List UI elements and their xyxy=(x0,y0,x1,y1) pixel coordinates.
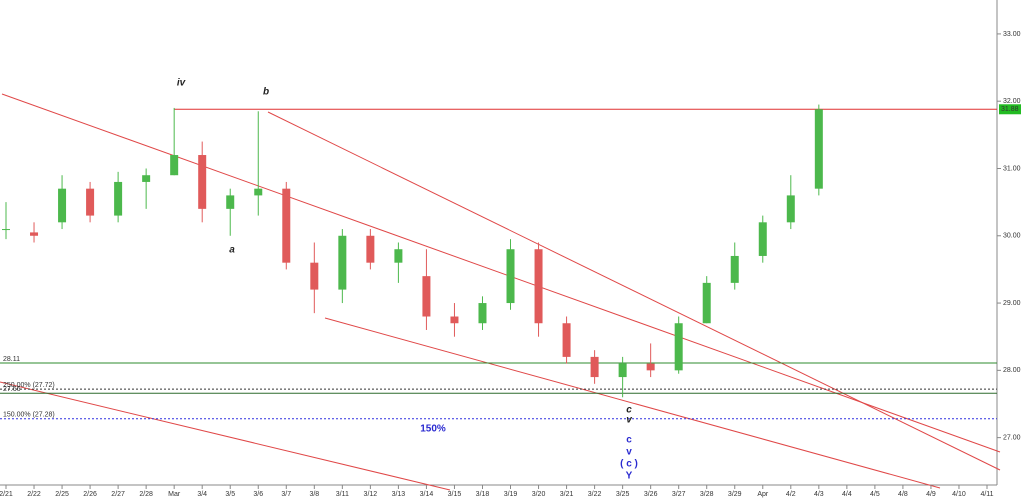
candle-body xyxy=(30,232,39,236)
x-tick-label: 2/25 xyxy=(55,491,69,498)
x-tick-label: 3/27 xyxy=(672,491,686,498)
x-tick-label: 3/22 xyxy=(588,491,602,498)
annotation: ( c ) xyxy=(620,459,638,470)
annotation: v xyxy=(626,415,633,426)
x-tick-label: 3/15 xyxy=(448,491,462,498)
x-tick-label: 2/22 xyxy=(27,491,41,498)
candle-body xyxy=(394,249,403,263)
x-tick-label: 4/5 xyxy=(870,491,880,498)
level-label: 28.11 xyxy=(3,356,20,363)
x-tick-label: 3/8 xyxy=(309,491,319,498)
candle-body xyxy=(618,363,627,378)
x-tick-label: 4/11 xyxy=(980,491,993,498)
candle-body xyxy=(674,323,683,371)
candle-body xyxy=(450,316,459,324)
x-tick-label: 3/14 xyxy=(420,491,434,498)
annotation: b xyxy=(263,87,269,98)
x-tick-label: 2/28 xyxy=(139,491,153,498)
candle-body xyxy=(2,229,10,231)
y-tick-label: 30.00 xyxy=(1003,233,1021,240)
y-tick-label: 27.00 xyxy=(1003,434,1021,441)
x-tick-label: 3/6 xyxy=(253,491,263,498)
x-tick-label: 3/21 xyxy=(560,491,574,498)
annotation: a xyxy=(229,245,235,256)
trend-line xyxy=(267,111,1001,471)
candle-body xyxy=(534,249,543,324)
level-label: 150.00% (27.28) xyxy=(3,412,55,419)
x-tick-label: Apr xyxy=(757,491,769,498)
x-tick-label: 3/4 xyxy=(197,491,207,498)
annotation: 150% xyxy=(420,424,446,435)
x-tick-label: Mar xyxy=(168,491,181,498)
last-price-label: 31.88 xyxy=(1001,106,1019,113)
x-tick-label: 3/12 xyxy=(364,491,378,498)
candle-body xyxy=(786,195,795,223)
candle-body xyxy=(366,235,375,263)
x-tick-label: 2/26 xyxy=(83,491,97,498)
candle-body xyxy=(142,175,151,182)
candle-body xyxy=(478,303,487,324)
y-tick-label: 29.00 xyxy=(1003,300,1021,307)
x-tick-label: 3/26 xyxy=(644,491,658,498)
x-tick-label: 4/2 xyxy=(786,491,796,498)
x-tick-label: 4/3 xyxy=(814,491,824,498)
candle-body xyxy=(198,155,207,209)
x-tick-label: 2/21 xyxy=(0,491,13,498)
level-label: 250.00% (27.72) xyxy=(3,382,55,389)
candle-body xyxy=(310,262,319,290)
x-tick-label: 3/20 xyxy=(532,491,546,498)
candle-body xyxy=(758,222,767,256)
annotation: v xyxy=(626,447,632,458)
trend-lines xyxy=(0,93,1001,491)
candle-body xyxy=(338,235,347,290)
level-label: 27.66 xyxy=(3,386,21,393)
y-tick-label: 31.00 xyxy=(1003,165,1021,172)
candle-body xyxy=(646,363,655,371)
x-tick-label: 4/10 xyxy=(952,491,966,498)
candle-body xyxy=(282,188,291,263)
x-tick-label: 2/27 xyxy=(111,491,125,498)
candle-body xyxy=(226,195,235,209)
x-tick-label: 3/19 xyxy=(504,491,518,498)
candle-body xyxy=(422,276,431,317)
last-price-box xyxy=(999,104,1021,115)
annotation: Y xyxy=(626,471,633,482)
x-tick-label: 4/4 xyxy=(842,491,852,498)
candle-body xyxy=(814,109,823,189)
candle-body xyxy=(170,155,179,176)
candle-body xyxy=(506,249,515,304)
candle-body xyxy=(114,181,123,216)
annotation: c xyxy=(626,435,632,446)
y-tick-label: 33.00 xyxy=(1003,31,1021,38)
candle-body xyxy=(562,323,571,357)
x-tick-label: 3/5 xyxy=(225,491,235,498)
x-tick-label: 3/13 xyxy=(392,491,406,498)
x-tick-label: 3/25 xyxy=(616,491,630,498)
x-tick-label: 3/11 xyxy=(336,491,349,498)
candle-body xyxy=(86,188,95,216)
candle-body xyxy=(254,188,263,196)
y-tick-label: 32.00 xyxy=(1003,98,1021,105)
candle-body xyxy=(58,188,67,223)
trend-line xyxy=(1,93,1001,453)
x-tick-label: 3/28 xyxy=(700,491,714,498)
trend-line xyxy=(0,381,451,491)
candle-body xyxy=(702,282,711,324)
y-tick-label: 28.00 xyxy=(1003,367,1021,374)
x-tick-label: 4/9 xyxy=(926,491,936,498)
annotation: iv xyxy=(177,78,187,89)
candle-body xyxy=(730,255,739,283)
x-tick-label: 3/29 xyxy=(728,491,742,498)
annotation: c xyxy=(626,405,632,416)
x-tick-label: 3/7 xyxy=(281,491,291,498)
x-tick-label: 4/8 xyxy=(898,491,908,498)
candle-body xyxy=(590,356,599,378)
x-tick-label: 3/18 xyxy=(476,491,490,498)
trend-line xyxy=(324,317,941,489)
